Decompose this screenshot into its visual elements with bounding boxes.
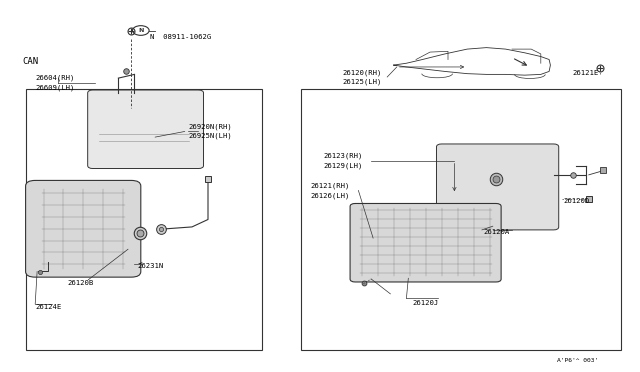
Text: 26609(LH): 26609(LH) <box>35 84 75 91</box>
Text: CAN: CAN <box>22 57 38 66</box>
Text: 26121(RH): 26121(RH) <box>310 183 350 189</box>
Text: 26925N(LH): 26925N(LH) <box>189 132 232 139</box>
Text: 26124E: 26124E <box>35 304 61 310</box>
Text: 26920N(RH): 26920N(RH) <box>189 123 232 130</box>
FancyBboxPatch shape <box>88 90 204 169</box>
FancyBboxPatch shape <box>26 180 141 277</box>
Text: 26121E: 26121E <box>573 70 599 76</box>
FancyBboxPatch shape <box>436 144 559 230</box>
Text: N  08911-1062G: N 08911-1062G <box>150 34 212 40</box>
Text: 26604(RH): 26604(RH) <box>35 75 75 81</box>
Bar <box>301 89 621 350</box>
Text: 26126(LH): 26126(LH) <box>310 192 350 199</box>
Text: 26231N: 26231N <box>138 263 164 269</box>
Text: 26120A: 26120A <box>483 230 509 235</box>
Bar <box>26 89 262 350</box>
Text: A'P6'^ 003': A'P6'^ 003' <box>557 358 598 363</box>
Text: 26123(RH): 26123(RH) <box>323 153 363 160</box>
Text: 26120B: 26120B <box>67 280 93 286</box>
Text: 26129(LH): 26129(LH) <box>323 162 363 169</box>
Text: 26120D: 26120D <box>563 198 589 204</box>
Text: 26120J: 26120J <box>413 300 439 306</box>
Text: 26125(LH): 26125(LH) <box>342 78 382 85</box>
Text: 26120(RH): 26120(RH) <box>342 69 382 76</box>
FancyBboxPatch shape <box>350 203 501 282</box>
Text: N: N <box>138 28 143 33</box>
